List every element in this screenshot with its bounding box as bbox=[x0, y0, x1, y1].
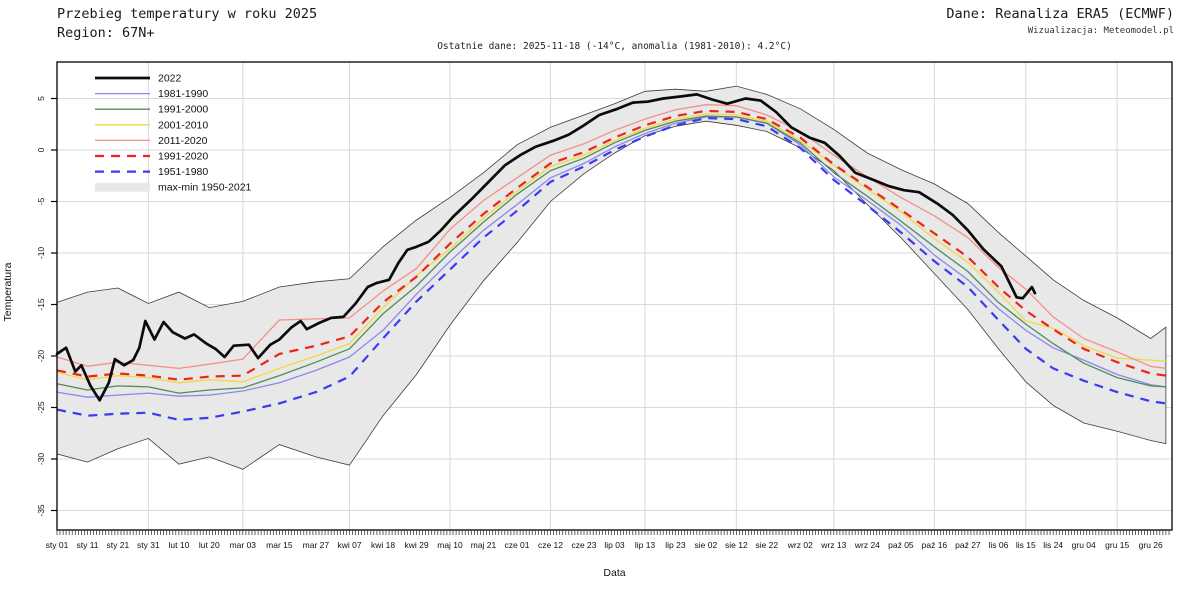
maxmin-band-area bbox=[56, 85, 1167, 470]
x-tick-label: lut 10 bbox=[169, 540, 190, 550]
y-tick-label: -15 bbox=[36, 298, 46, 311]
x-tick-label: paź 16 bbox=[922, 540, 948, 550]
x-tick-label: cze 01 bbox=[504, 540, 529, 550]
legend-label: 1981-1990 bbox=[158, 88, 208, 100]
x-tick-label: sty 01 bbox=[46, 540, 69, 550]
x-tick-label: sty 31 bbox=[137, 540, 160, 550]
chart-last-data-subtitle: Ostatnie dane: 2025-11-18 (-14°C, anomal… bbox=[437, 41, 792, 52]
legend-label: 1951-1980 bbox=[158, 166, 208, 178]
legend-item: 2022 bbox=[95, 73, 182, 85]
chart-title: Przebieg temperatury w roku 2025 bbox=[57, 6, 318, 22]
legend-item: 1951-1980 bbox=[95, 166, 208, 178]
y-tick-label: 5 bbox=[36, 96, 46, 101]
x-tick-label: maj 10 bbox=[437, 540, 463, 550]
y-tick-label: -10 bbox=[36, 247, 46, 260]
y-tick-label: -25 bbox=[36, 401, 46, 414]
x-tick-label: kwi 18 bbox=[371, 540, 395, 550]
legend-label: 2022 bbox=[158, 73, 182, 85]
current-year-line bbox=[55, 93, 1037, 402]
legend-band-swatch bbox=[95, 182, 150, 192]
x-tick-label: sie 12 bbox=[725, 540, 748, 550]
x-tick-label: cze 23 bbox=[571, 540, 596, 550]
x-tick-label: gru 15 bbox=[1105, 540, 1129, 550]
y-tick-label: -20 bbox=[36, 350, 46, 363]
legend-item: 1991-2000 bbox=[95, 104, 208, 116]
y-tick-label: -30 bbox=[36, 453, 46, 466]
y-tick-label: -35 bbox=[36, 504, 46, 517]
x-tick-label: sie 22 bbox=[755, 540, 778, 550]
legend-label: max-min 1950-2021 bbox=[158, 182, 252, 194]
x-tick-label: lis 06 bbox=[988, 540, 1008, 550]
x-axis-title: Data bbox=[603, 567, 626, 579]
legend-item: 1991-2020 bbox=[95, 151, 208, 163]
x-tick-label: mar 03 bbox=[230, 540, 257, 550]
x-tick-label: paź 27 bbox=[955, 540, 981, 550]
x-tick-label: paź 05 bbox=[888, 540, 914, 550]
climatology-line-1991-2020 bbox=[56, 109, 1167, 381]
chart-visualization-credit: Wizualizacja: Meteomodel.pl bbox=[1027, 26, 1174, 36]
x-tick-label: kwi 29 bbox=[404, 540, 428, 550]
x-tick-label: sty 11 bbox=[76, 540, 98, 550]
y-tick-label: -5 bbox=[36, 197, 46, 205]
legend-label: 1991-2020 bbox=[158, 151, 208, 163]
chart-region: Region: 67N+ bbox=[57, 25, 155, 41]
climatology-line-1951-1980 bbox=[56, 116, 1167, 421]
climatology-line-2001-2010 bbox=[56, 113, 1166, 384]
x-tick-label: lip 23 bbox=[665, 540, 686, 550]
climatology-line-1991-2000 bbox=[56, 115, 1166, 394]
climatology-line-1981-1990 bbox=[56, 116, 1166, 398]
x-tick-label: sie 02 bbox=[695, 540, 718, 550]
x-tick-label: mar 15 bbox=[266, 540, 293, 550]
x-tick-label: kwi 07 bbox=[337, 540, 361, 550]
x-tick-label: lis 24 bbox=[1043, 540, 1063, 550]
legend-item: max-min 1950-2021 bbox=[95, 182, 252, 194]
legend-label: 2011-2020 bbox=[158, 135, 208, 147]
x-tick-label: gru 04 bbox=[1072, 540, 1096, 550]
x-tick-label: cze 12 bbox=[538, 540, 563, 550]
x-tick-label: wrz 02 bbox=[787, 540, 813, 550]
x-tick-label: sty 21 bbox=[107, 540, 130, 550]
x-tick-label: maj 21 bbox=[471, 540, 497, 550]
x-tick-label: lut 20 bbox=[199, 540, 220, 550]
x-tick-label: mar 27 bbox=[303, 540, 330, 550]
x-tick-label: wrz 13 bbox=[820, 540, 846, 550]
chart-data-source: Dane: Reanaliza ERA5 (ECMWF) bbox=[946, 6, 1174, 22]
x-tick-label: lis 15 bbox=[1016, 540, 1036, 550]
y-tick-label: 0 bbox=[36, 147, 46, 152]
x-tick-label: lip 13 bbox=[635, 540, 656, 550]
x-tick-label: gru 26 bbox=[1139, 540, 1163, 550]
legend-item: 2011-2020 bbox=[95, 135, 208, 147]
legend-label: 2001-2010 bbox=[158, 119, 208, 131]
legend-label: 1991-2000 bbox=[158, 104, 208, 116]
x-tick-label: lip 03 bbox=[604, 540, 625, 550]
legend-item: 2001-2010 bbox=[95, 119, 208, 131]
legend-item: 1981-1990 bbox=[95, 88, 208, 100]
x-tick-label: wrz 24 bbox=[854, 540, 880, 550]
